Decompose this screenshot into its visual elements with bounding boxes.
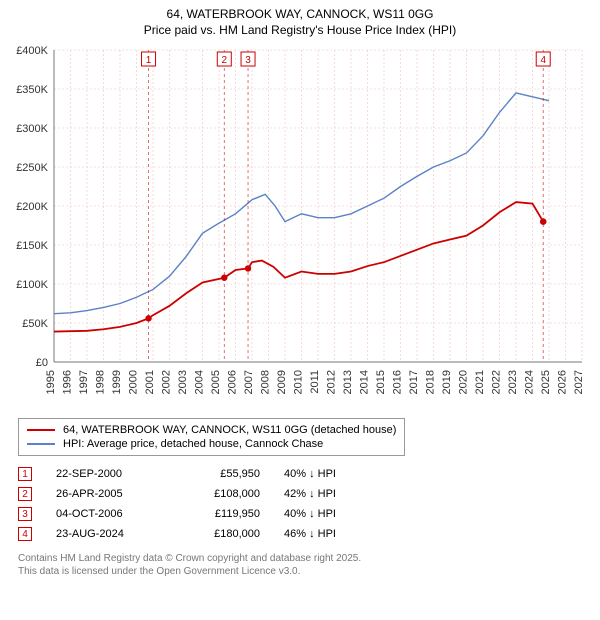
svg-text:2024: 2024: [524, 370, 536, 394]
svg-text:2007: 2007: [243, 370, 255, 394]
footnote-line2: This data is licensed under the Open Gov…: [18, 565, 592, 578]
chart-container: 64, WATERBROOK WAY, CANNOCK, WS11 0GG Pr…: [0, 0, 600, 586]
svg-text:1997: 1997: [78, 370, 90, 394]
svg-text:£400K: £400K: [16, 45, 48, 57]
title-block: 64, WATERBROOK WAY, CANNOCK, WS11 0GG Pr…: [8, 6, 592, 38]
svg-text:2011: 2011: [309, 370, 321, 394]
sale-marker-3: 3: [18, 507, 32, 521]
sale-diff: 40% ↓ HPI: [284, 468, 374, 480]
sale-price: £119,950: [180, 508, 260, 520]
legend-label-hpi: HPI: Average price, detached house, Cann…: [63, 438, 323, 450]
svg-text:2008: 2008: [260, 370, 272, 394]
svg-text:1996: 1996: [62, 370, 74, 394]
svg-text:1999: 1999: [111, 370, 123, 394]
svg-text:2016: 2016: [392, 370, 404, 394]
title-line1: 64, WATERBROOK WAY, CANNOCK, WS11 0GG: [8, 6, 592, 22]
svg-text:1: 1: [146, 55, 152, 66]
svg-text:2000: 2000: [128, 370, 140, 394]
legend: 64, WATERBROOK WAY, CANNOCK, WS11 0GG (d…: [18, 418, 405, 456]
sale-price: £55,950: [180, 468, 260, 480]
svg-text:£150K: £150K: [16, 240, 48, 252]
sale-diff: 42% ↓ HPI: [284, 488, 374, 500]
footnote: Contains HM Land Registry data © Crown c…: [18, 552, 592, 578]
svg-text:£200K: £200K: [16, 201, 48, 213]
svg-text:2019: 2019: [441, 370, 453, 394]
svg-text:2009: 2009: [276, 370, 288, 394]
sale-marker-4: 4: [18, 527, 32, 541]
svg-text:1995: 1995: [45, 370, 57, 394]
svg-text:£50K: £50K: [22, 318, 48, 330]
svg-text:2014: 2014: [359, 370, 371, 394]
legend-swatch-paid: [27, 429, 55, 431]
svg-text:2004: 2004: [194, 370, 206, 394]
sale-diff: 46% ↓ HPI: [284, 528, 374, 540]
svg-text:2018: 2018: [425, 370, 437, 394]
svg-text:£300K: £300K: [16, 123, 48, 135]
svg-text:2: 2: [221, 55, 227, 66]
sale-price: £108,000: [180, 488, 260, 500]
sale-date: 04-OCT-2006: [56, 508, 156, 520]
svg-text:3: 3: [245, 55, 251, 66]
legend-label-paid: 64, WATERBROOK WAY, CANNOCK, WS11 0GG (d…: [63, 424, 396, 436]
svg-text:2022: 2022: [491, 370, 503, 394]
table-row: 4 23-AUG-2024 £180,000 46% ↓ HPI: [18, 524, 592, 544]
sale-marker-2: 2: [18, 487, 32, 501]
footnote-line1: Contains HM Land Registry data © Crown c…: [18, 552, 592, 565]
title-line2: Price paid vs. HM Land Registry's House …: [8, 22, 592, 38]
table-row: 2 26-APR-2005 £108,000 42% ↓ HPI: [18, 484, 592, 504]
svg-text:2001: 2001: [144, 370, 156, 394]
svg-text:£0: £0: [36, 357, 48, 369]
chart-svg: £0 £50K £100K £150K £200K £250K £300K £350K £400…: [8, 42, 592, 412]
svg-text:2003: 2003: [177, 370, 189, 394]
svg-text:2020: 2020: [458, 370, 470, 394]
svg-text:2015: 2015: [375, 370, 387, 394]
sale-marker-1: 1: [18, 467, 32, 481]
table-row: 3 04-OCT-2006 £119,950 40% ↓ HPI: [18, 504, 592, 524]
svg-text:2021: 2021: [474, 370, 486, 394]
sale-date: 22-SEP-2000: [56, 468, 156, 480]
sale-date: 26-APR-2005: [56, 488, 156, 500]
svg-text:£350K: £350K: [16, 84, 48, 96]
svg-text:2002: 2002: [161, 370, 173, 394]
svg-text:2010: 2010: [293, 370, 305, 394]
sale-diff: 40% ↓ HPI: [284, 508, 374, 520]
svg-text:£100K: £100K: [16, 279, 48, 291]
svg-text:2017: 2017: [408, 370, 420, 394]
legend-item-hpi: HPI: Average price, detached house, Cann…: [27, 437, 396, 451]
legend-item-paid: 64, WATERBROOK WAY, CANNOCK, WS11 0GG (d…: [27, 423, 396, 437]
svg-text:4: 4: [540, 55, 546, 66]
svg-text:2005: 2005: [210, 370, 222, 394]
svg-text:2023: 2023: [507, 370, 519, 394]
sales-table: 1 22-SEP-2000 £55,950 40% ↓ HPI 2 26-APR…: [18, 464, 592, 544]
svg-text:2025: 2025: [540, 370, 552, 394]
line-chart: £0 £50K £100K £150K £200K £250K £300K £350K £400…: [8, 42, 592, 412]
svg-text:1998: 1998: [95, 370, 107, 394]
sale-price: £180,000: [180, 528, 260, 540]
svg-text:£250K: £250K: [16, 162, 48, 174]
legend-swatch-hpi: [27, 443, 55, 445]
table-row: 1 22-SEP-2000 £55,950 40% ↓ HPI: [18, 464, 592, 484]
svg-text:2027: 2027: [573, 370, 585, 394]
svg-text:2013: 2013: [342, 370, 354, 394]
svg-text:2012: 2012: [326, 370, 338, 394]
sale-date: 23-AUG-2024: [56, 528, 156, 540]
svg-text:2006: 2006: [227, 370, 239, 394]
svg-text:2026: 2026: [557, 370, 569, 394]
